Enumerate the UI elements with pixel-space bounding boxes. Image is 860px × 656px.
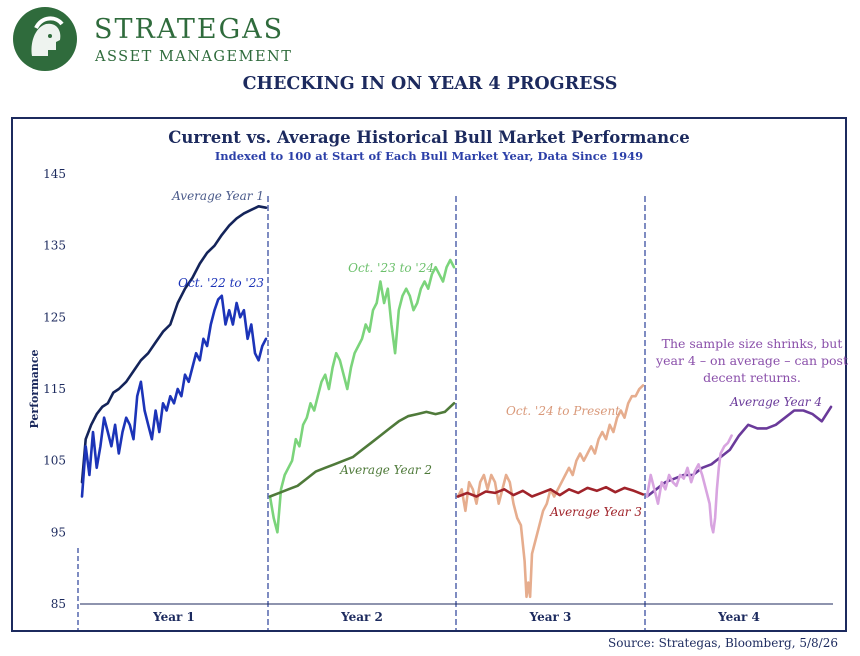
series-line (645, 434, 733, 534)
x-segment-label: Year 4 (717, 610, 760, 624)
series-line (268, 258, 456, 534)
series-line (80, 294, 268, 498)
y-tick-label: 115 (43, 382, 66, 396)
x-segment-label: Year 2 (340, 610, 383, 624)
series-annotation: Oct. '24 to Present (506, 404, 620, 418)
chart-title: Current vs. Average Historical Bull Mark… (168, 128, 690, 147)
y-tick-label: 95 (51, 525, 66, 539)
series-line (456, 384, 645, 599)
series-annotation: Oct. '23 to '24 (348, 261, 434, 275)
series-annotation: The sample size shrinks, but (662, 336, 843, 351)
series-annotation: Average Year 4 (729, 395, 822, 409)
series-line (268, 401, 456, 498)
chart-subtitle: Indexed to 100 at Start of Each Bull Mar… (214, 149, 644, 163)
brand-subtitle: ASSET MANAGEMENT (95, 49, 293, 65)
y-tick-label: 105 (43, 454, 66, 468)
series-annotation: Average Year 3 (549, 505, 642, 519)
y-tick-label: 145 (43, 167, 66, 181)
y-tick-label: 135 (43, 239, 66, 253)
series-annotation: Average Year 1 (171, 189, 264, 203)
series-annotation: Oct. '22 to '23 (178, 276, 264, 290)
source-note: Source: Strategas, Bloomberg, 5/8/26 (607, 636, 838, 650)
page-title: CHECKING IN ON YEAR 4 PROGRESS (242, 74, 618, 94)
series-line (456, 485, 645, 498)
series-annotation: Average Year 2 (339, 463, 432, 477)
spartan-helmet-logo-icon (13, 7, 77, 71)
series-line (80, 205, 268, 484)
chart-frame (11, 117, 847, 632)
y-tick-label: 85 (51, 597, 66, 611)
x-segment-label: Year 1 (152, 610, 195, 624)
series-annotation: year 4 – on average – can post (655, 353, 848, 368)
y-tick-label: 125 (43, 310, 66, 324)
x-segment-label: Year 3 (529, 610, 572, 624)
brand-name: STRATEGAS (94, 14, 285, 45)
series-annotation: decent returns. (703, 370, 801, 385)
y-axis-label: Performance (28, 349, 41, 428)
series-line (645, 405, 833, 498)
